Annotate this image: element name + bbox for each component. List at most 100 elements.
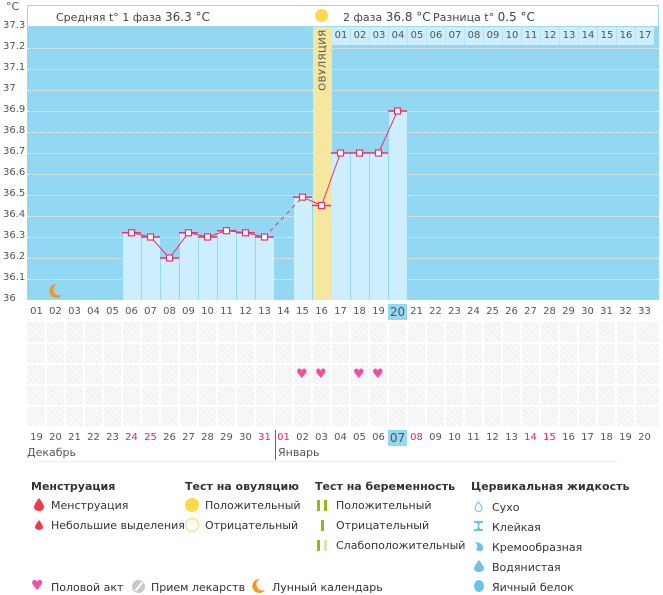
temperature-point[interactable] — [241, 229, 250, 237]
calendar-date-label[interactable]: 24 — [125, 432, 138, 443]
temperature-point[interactable] — [317, 201, 326, 210]
cycle-day-label[interactable]: 03 — [68, 306, 81, 317]
legend-dry: Сухо — [492, 501, 520, 514]
cycle-day-label[interactable]: 33 — [638, 306, 651, 317]
cycle-day-label[interactable]: 07 — [144, 306, 157, 317]
calendar-date-label[interactable]: 11 — [467, 432, 480, 443]
cycle-day-label[interactable]: 19 — [372, 306, 385, 317]
calendar-date-label[interactable]: 07 — [388, 430, 407, 446]
notes-col-divider — [463, 322, 465, 426]
cycle-day-label[interactable]: 30 — [581, 306, 594, 317]
calendar-date-label[interactable]: 19 — [30, 432, 43, 443]
notes-col-divider — [596, 322, 598, 426]
cycle-day-label[interactable]: 09 — [182, 306, 195, 317]
calendar-date-label[interactable]: 13 — [505, 432, 518, 443]
calendar-date-label[interactable]: 30 — [239, 432, 252, 443]
calendar-date-label[interactable]: 03 — [315, 432, 328, 443]
temperature-point[interactable] — [165, 254, 174, 262]
cycle-day-label[interactable]: 31 — [600, 306, 613, 317]
phase2-day-label: 17 — [635, 27, 654, 45]
calendar-date-label[interactable]: 01 — [277, 432, 290, 443]
y-tick-label: 37.2 — [3, 41, 26, 52]
calendar-date-label[interactable]: 22 — [87, 432, 100, 443]
cycle-day-label[interactable]: 28 — [543, 306, 556, 317]
temperature-point[interactable] — [298, 193, 307, 201]
calendar-date-label[interactable]: 17 — [581, 432, 594, 443]
cycle-day-label[interactable]: 26 — [505, 306, 518, 317]
temperature-point[interactable] — [222, 227, 231, 235]
calendar-date-label[interactable]: 26 — [163, 432, 176, 443]
cycle-day-label[interactable]: 02 — [49, 306, 62, 317]
calendar-date-label[interactable]: 02 — [296, 432, 309, 443]
cycle-day-label[interactable]: 13 — [258, 306, 271, 317]
y-tick-label: 36.7 — [3, 146, 26, 157]
cycle-day-label[interactable]: 08 — [163, 306, 176, 317]
calendar-date-label[interactable]: 20 — [49, 432, 62, 443]
cycle-day-label[interactable]: 20 — [388, 304, 407, 320]
legend-pregnancy-negative: Отрицательный — [336, 519, 430, 532]
calendar-date-label[interactable]: 05 — [353, 432, 366, 443]
calendar-date-label[interactable]: 25 — [144, 432, 157, 443]
notes-row-divider — [27, 363, 659, 365]
month-december: Декабрь — [27, 446, 76, 459]
notes-grid: ♥ ♥ ♥ ♥ — [27, 322, 659, 426]
cycle-day-label[interactable]: 10 — [201, 306, 214, 317]
temperature-point[interactable] — [146, 233, 155, 241]
cycle-day-label[interactable]: 06 — [125, 306, 138, 317]
temperature-point[interactable] — [355, 149, 364, 157]
cycle-day-label[interactable]: 14 — [277, 306, 290, 317]
cycle-day-label[interactable]: 04 — [87, 306, 100, 317]
calendar-date-label[interactable]: 31 — [258, 432, 271, 443]
calendar-date-label[interactable]: 19 — [619, 432, 632, 443]
temperature-point[interactable] — [184, 229, 193, 237]
intercourse-heart-icon: ♥ — [372, 367, 384, 382]
cycle-day-label[interactable]: 05 — [106, 306, 119, 317]
calendar-date-label[interactable]: 04 — [334, 432, 347, 443]
cycle-day-label[interactable]: 21 — [410, 306, 423, 317]
calendar-date-label[interactable]: 20 — [638, 432, 651, 443]
temperature-point[interactable] — [260, 233, 269, 241]
temperature-point[interactable] — [203, 233, 212, 241]
cycle-day-label[interactable]: 18 — [353, 306, 366, 317]
temperature-point[interactable] — [127, 229, 136, 237]
cycle-day-label[interactable]: 22 — [429, 306, 442, 317]
calendar-date-label[interactable]: 21 — [68, 432, 81, 443]
cycle-day-label[interactable]: 01 — [30, 306, 43, 317]
cycle-day-label[interactable]: 29 — [562, 306, 575, 317]
calendar-date-label[interactable]: 09 — [429, 432, 442, 443]
temperature-point[interactable] — [374, 149, 383, 157]
calendar-date-label[interactable]: 14 — [524, 432, 537, 443]
calendar-date-label[interactable]: 06 — [372, 432, 385, 443]
temperature-point[interactable] — [336, 149, 345, 157]
calendar-date-label[interactable]: 10 — [448, 432, 461, 443]
cycle-day-label[interactable]: 25 — [486, 306, 499, 317]
notes-col-divider — [634, 322, 636, 426]
cycle-day-label[interactable]: 17 — [334, 306, 347, 317]
cycle-day-label[interactable]: 23 — [448, 306, 461, 317]
cycle-day-label[interactable]: 24 — [467, 306, 480, 317]
calendar-date-label[interactable]: 27 — [182, 432, 195, 443]
cycle-day-label[interactable]: 12 — [239, 306, 252, 317]
calendar-date-label[interactable]: 15 — [543, 432, 556, 443]
calendar-date-label[interactable]: 23 — [106, 432, 119, 443]
cycle-day-label[interactable]: 11 — [220, 306, 233, 317]
calendar-date-label[interactable]: 18 — [600, 432, 613, 443]
cycle-day-label[interactable]: 27 — [524, 306, 537, 317]
temperature-line-segment — [378, 110, 398, 154]
cycle-day-label[interactable]: 15 — [296, 306, 309, 317]
temperature-point[interactable] — [393, 107, 402, 115]
notes-col-divider — [216, 322, 218, 426]
y-tick-label: 37.1 — [3, 62, 26, 73]
calendar-date-label[interactable]: 16 — [562, 432, 575, 443]
notes-col-divider — [330, 322, 332, 426]
temperature-bar — [255, 237, 274, 300]
calendar-date-label[interactable]: 28 — [201, 432, 214, 443]
calendar-date-label[interactable]: 12 — [486, 432, 499, 443]
calendar-date-label[interactable]: 08 — [410, 432, 423, 443]
legend-pregnancy-positive: Положительный — [336, 499, 432, 512]
cycle-day-label[interactable]: 16 — [315, 306, 328, 317]
y-tick-label: 36.3 — [3, 230, 26, 241]
calendar-date-label[interactable]: 29 — [220, 432, 233, 443]
gridline — [27, 48, 659, 49]
cycle-day-label[interactable]: 32 — [619, 306, 632, 317]
